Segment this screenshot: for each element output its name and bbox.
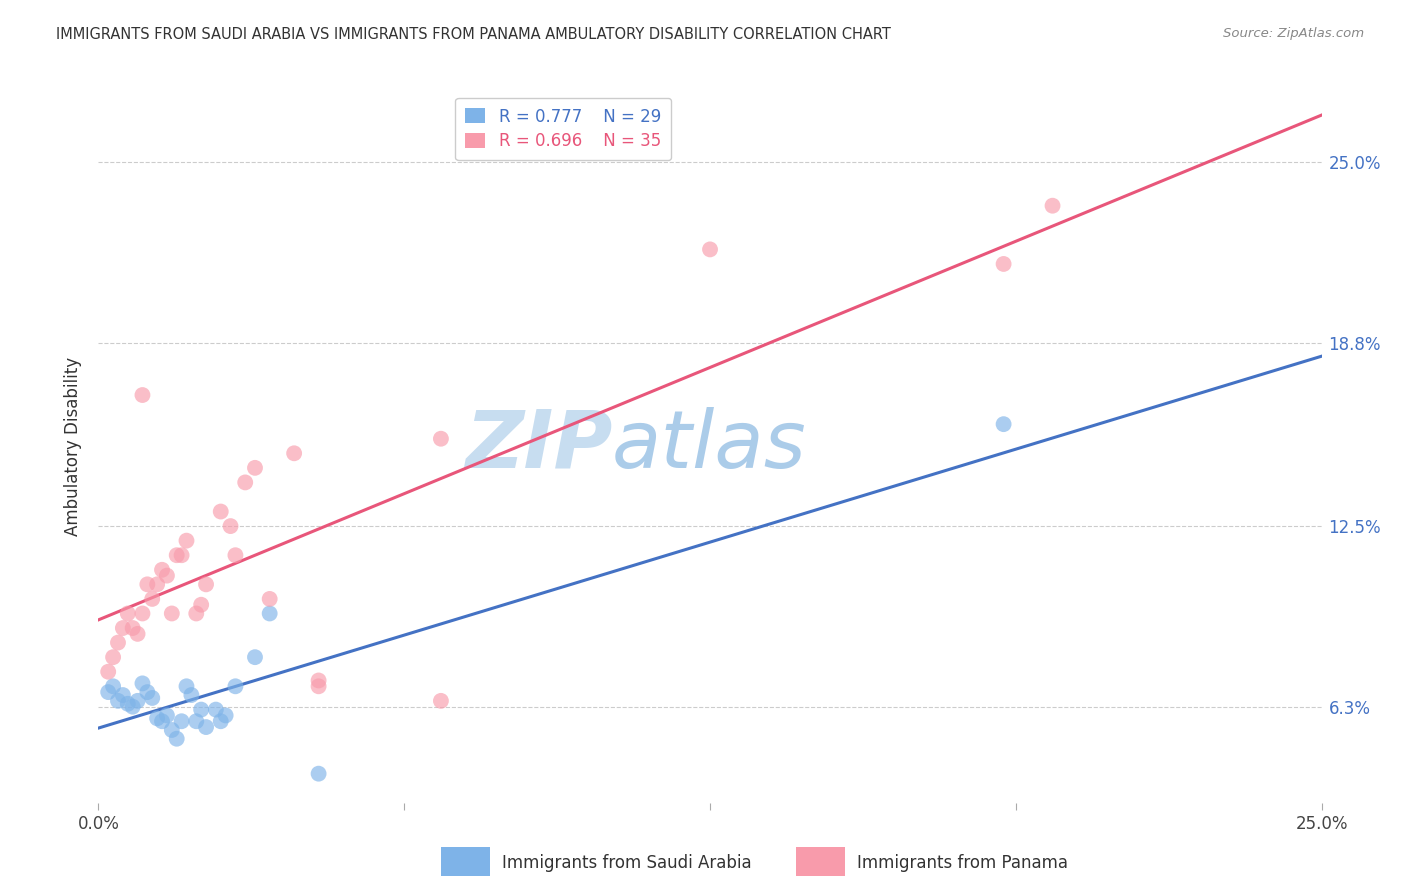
Point bbox=[141, 690, 163, 705]
Text: Immigrants from Saudi Arabia: Immigrants from Saudi Arabia bbox=[502, 855, 752, 872]
Point bbox=[127, 627, 149, 641]
Point bbox=[166, 731, 188, 746]
Point bbox=[111, 688, 134, 702]
Point bbox=[136, 577, 159, 591]
Point bbox=[243, 460, 266, 475]
Text: IMMIGRANTS FROM SAUDI ARABIA VS IMMIGRANTS FROM PANAMA AMBULATORY DISABILITY COR: IMMIGRANTS FROM SAUDI ARABIA VS IMMIGRAN… bbox=[56, 27, 891, 42]
Point bbox=[101, 650, 124, 665]
Point bbox=[170, 548, 193, 562]
Point bbox=[131, 607, 153, 621]
Point bbox=[259, 607, 281, 621]
Point bbox=[993, 257, 1015, 271]
Point bbox=[136, 685, 159, 699]
Point bbox=[117, 607, 139, 621]
Point bbox=[97, 685, 120, 699]
Y-axis label: Ambulatory Disability: Ambulatory Disability bbox=[65, 357, 83, 535]
Text: Immigrants from Panama: Immigrants from Panama bbox=[856, 855, 1067, 872]
Text: atlas: atlas bbox=[612, 407, 807, 485]
Point bbox=[259, 591, 281, 606]
Point bbox=[195, 720, 218, 734]
Point bbox=[111, 621, 134, 635]
Point bbox=[127, 694, 149, 708]
Point bbox=[170, 714, 193, 729]
Point bbox=[146, 577, 169, 591]
Point bbox=[107, 694, 129, 708]
Point bbox=[160, 723, 183, 737]
Point bbox=[150, 714, 173, 729]
Point bbox=[219, 519, 242, 533]
Point bbox=[233, 475, 256, 490]
Point bbox=[430, 694, 453, 708]
Point bbox=[430, 432, 453, 446]
Point bbox=[186, 607, 208, 621]
Point bbox=[176, 679, 198, 693]
Point bbox=[699, 243, 721, 257]
Point bbox=[101, 679, 124, 693]
Point bbox=[121, 699, 143, 714]
Point bbox=[190, 598, 212, 612]
Point bbox=[166, 548, 188, 562]
Point bbox=[224, 548, 246, 562]
Point bbox=[186, 714, 208, 729]
Point bbox=[131, 388, 153, 402]
Point bbox=[141, 591, 163, 606]
Point bbox=[993, 417, 1015, 432]
Point bbox=[214, 708, 236, 723]
Point bbox=[308, 766, 330, 780]
Point bbox=[205, 703, 228, 717]
Point bbox=[308, 679, 330, 693]
Point bbox=[176, 533, 198, 548]
Point bbox=[156, 568, 179, 582]
Point bbox=[190, 703, 212, 717]
Point bbox=[209, 504, 232, 518]
Point bbox=[97, 665, 120, 679]
Point bbox=[224, 679, 246, 693]
Point bbox=[209, 714, 232, 729]
Point bbox=[180, 688, 202, 702]
Point bbox=[117, 697, 139, 711]
Point bbox=[1042, 199, 1064, 213]
Point bbox=[308, 673, 330, 688]
Point bbox=[283, 446, 305, 460]
Point bbox=[146, 711, 169, 725]
Point bbox=[150, 563, 173, 577]
Point bbox=[195, 577, 218, 591]
Point bbox=[156, 708, 179, 723]
Text: Source: ZipAtlas.com: Source: ZipAtlas.com bbox=[1223, 27, 1364, 40]
Point bbox=[160, 607, 183, 621]
Point bbox=[243, 650, 266, 665]
Point bbox=[131, 676, 153, 690]
Legend: R = 0.777    N = 29, R = 0.696    N = 35: R = 0.777 N = 29, R = 0.696 N = 35 bbox=[456, 97, 671, 161]
Point bbox=[107, 635, 129, 649]
Text: ZIP: ZIP bbox=[465, 407, 612, 485]
Point bbox=[121, 621, 143, 635]
